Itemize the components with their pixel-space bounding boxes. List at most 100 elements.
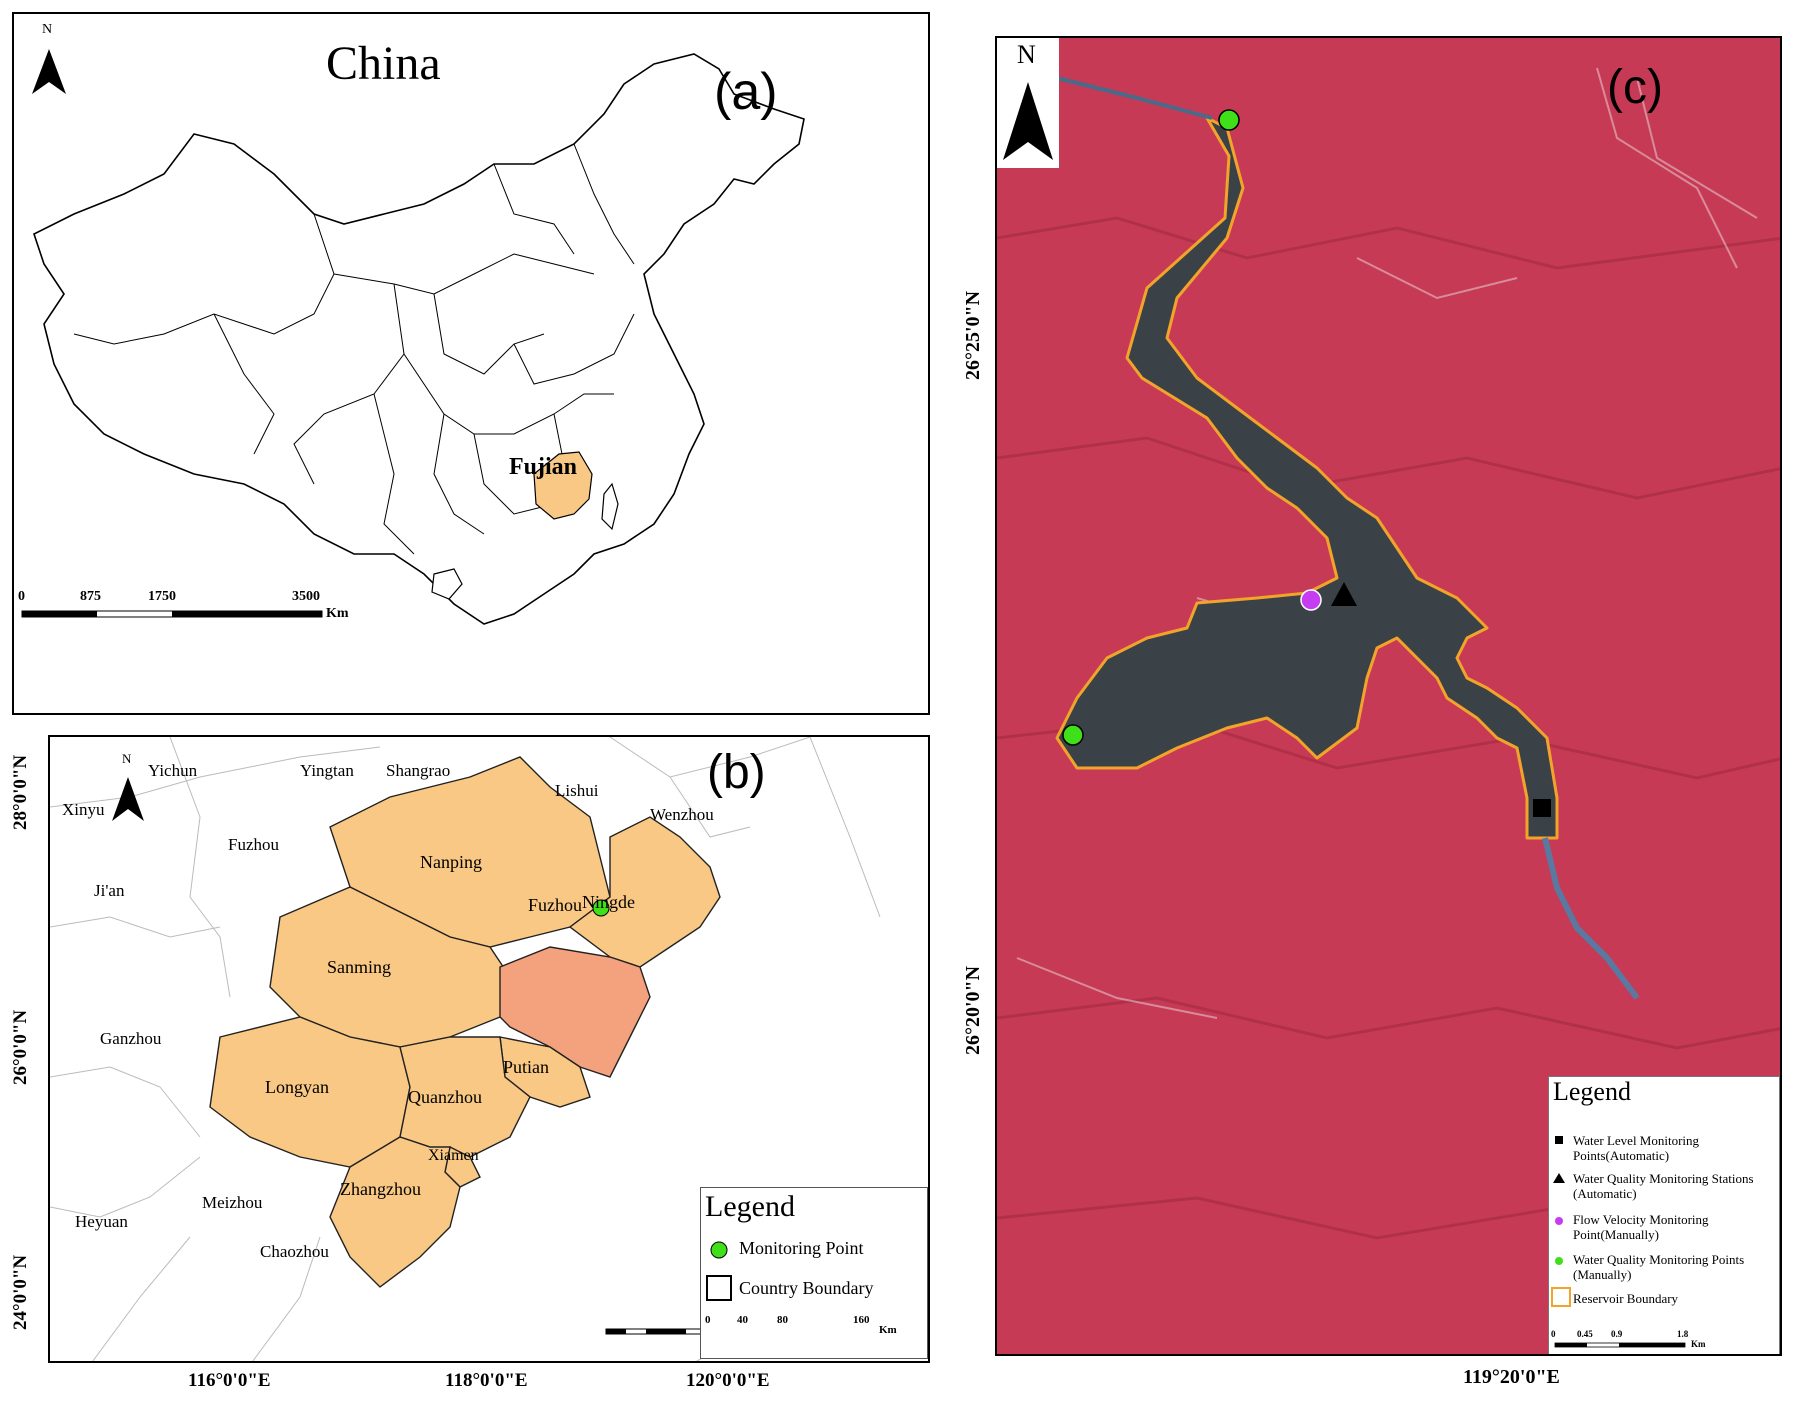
legend-c-black-triangle [1553, 1173, 1565, 1183]
scale-tick-b-0: 0 [705, 1314, 711, 1326]
city-label-yichun: Yichun [148, 761, 198, 780]
city-label-yingtan: Yingtan [300, 761, 354, 780]
reservoir-map-svg [997, 38, 1780, 1240]
city-label-shangrao: Shangrao [386, 761, 451, 780]
legend-c-item-reservoir-boundary: Reservoir Boundary [1573, 1291, 1679, 1306]
fujian-map-svg [50, 737, 891, 1361]
city-label-ningde: Ningde [582, 892, 635, 912]
city-label-heyuan: Heyuan [75, 1212, 128, 1231]
city-label-nanping: Nanping [420, 852, 482, 872]
monitoring-point-b [592, 899, 610, 917]
city-label-ganzhou: Ganzhou [100, 1029, 162, 1048]
scale-tick-a-1: 875 [80, 589, 101, 604]
scale-tick-a-0: 0 [18, 589, 25, 604]
scale-tick-c-3: 1.8 [1677, 1329, 1689, 1339]
map-title-china: China [326, 37, 441, 90]
water-quality-station [1331, 582, 1357, 606]
taiwan-island [601, 482, 619, 531]
north-arrow-c [1003, 82, 1053, 160]
legend-b-item-country-boundary: Country Boundary [739, 1278, 874, 1298]
legend-c-orange-outline [1551, 1287, 1571, 1307]
scale-tick-a-3: 3500 [292, 589, 320, 604]
river-downstream [1542, 837, 1640, 1000]
legend-b-title: Legend [705, 1190, 795, 1223]
fujian-province [533, 451, 593, 520]
lat-label-b-26: 26°0'0"N [10, 1009, 31, 1085]
legend-c-green-circle [1555, 1257, 1563, 1265]
panel-label-b: (b) [707, 746, 766, 799]
legend-c-item-quality-points: Water Quality Monitoring Points (Manuall… [1573, 1252, 1745, 1282]
reservoir-water [1055, 116, 1559, 840]
north-arrow-a [32, 49, 66, 94]
city-label-meizhou: Meizhou [202, 1193, 263, 1212]
city-label-xinyu: Xinyu [62, 800, 105, 819]
city-label-chaozhou: Chaozhou [260, 1242, 329, 1261]
lon-label-b-116: 116°0'0"E [188, 1370, 271, 1391]
lon-label-b-118: 118°0'0"E [445, 1370, 528, 1391]
city-label-sanming: Sanming [327, 957, 392, 977]
legend-c-title: Legend [1553, 1077, 1631, 1106]
scale-unit-a: Km [326, 606, 349, 621]
city-label-fuzhou-jiangxi: Fuzhou [228, 835, 279, 854]
city-label-zhangzhou: Zhangzhou [340, 1179, 421, 1199]
legend-c-item-quality-station: Water Quality Monitoring Stations (Autom… [1573, 1171, 1754, 1201]
quanzhou-area [399, 1036, 531, 1158]
panel-label-a: (a) [714, 63, 778, 121]
legend-c-black-square [1555, 1136, 1563, 1144]
water-level-point [1533, 799, 1551, 817]
north-arrow-b [112, 777, 144, 821]
china-outline [33, 53, 805, 625]
north-letter-b: N [122, 751, 132, 766]
city-label-jian: Ji'an [94, 881, 125, 900]
lat-label-b-28: 28°0'0"N [10, 754, 31, 830]
fuzhou-area [499, 946, 651, 1078]
legend-b-symbols [706, 1241, 732, 1301]
city-label-longyan: Longyan [265, 1077, 329, 1097]
panel-b-fujian-map: N (b) Nanping Ningde Sanming Fuzhou Puti… [48, 735, 930, 1363]
scale-tick-b-2: 80 [777, 1314, 788, 1326]
lon-label-b-120: 120°0'0"E [686, 1370, 770, 1391]
legend-c-item-flow-velocity: Flow Velocity Monitoring Point(Manually) [1573, 1212, 1709, 1242]
panel-label-c: (c) [1607, 61, 1663, 114]
scale-unit-b: Km [879, 1324, 897, 1336]
city-label-lishui: Lishui [555, 781, 599, 800]
legend-b: Legend Monitoring Point Country Boundary… [700, 1187, 928, 1359]
legend-c: Legend Water Level Monitoring Points(Aut… [1548, 1076, 1780, 1354]
city-label-putian: Putian [503, 1057, 550, 1077]
scale-tick-c-1: 0.45 [1577, 1329, 1593, 1339]
city-label-xiamen: Xiamen [428, 1147, 479, 1164]
lat-label-c-2625: 26°25'0"N [962, 290, 984, 380]
scale-unit-c: Km [1691, 1339, 1706, 1349]
city-label-quanzhou: Quanzhou [408, 1087, 482, 1107]
panel-a-china-map: N China (a) Fujian 0 875 1750 3500 Km [12, 12, 930, 715]
ningde-area [568, 816, 721, 968]
north-letter-c: N [1017, 40, 1036, 69]
scale-tick-a-2: 1750 [148, 589, 176, 604]
province-label-fujian: Fujian [509, 454, 578, 480]
lat-label-b-24: 24°0'0"N [10, 1254, 31, 1330]
city-label-fuzhou: Fuzhou [528, 895, 582, 915]
legend-c-symbols [1551, 1136, 1686, 1348]
zhangzhou-area [329, 1136, 461, 1288]
legend-b-green-circle [710, 1241, 728, 1259]
legend-b-square [706, 1275, 732, 1301]
legend-c-item-water-level: Water Level Monitoring Points(Automatic) [1573, 1133, 1700, 1163]
scale-tick-b-3: 160 [853, 1314, 870, 1326]
lat-label-c-2620: 26°20'0"N [962, 965, 984, 1055]
water-quality-point-north [1218, 109, 1240, 131]
river-upstream [1056, 76, 1213, 120]
city-label-wenzhou: Wenzhou [650, 805, 714, 824]
north-letter-a: N [42, 22, 53, 37]
panel-c-reservoir-image: N (c) Legend Water Level Monitoring Poin… [995, 36, 1782, 1356]
scale-tick-c-2: 0.9 [1611, 1329, 1623, 1339]
fujian-prefectures [209, 756, 721, 1288]
legend-c-magenta-circle [1555, 1217, 1563, 1225]
water-quality-point-west [1062, 724, 1084, 746]
lon-label-c: 119°20'0"E [1463, 1366, 1560, 1388]
flow-velocity-point [1300, 589, 1322, 611]
hainan-island [431, 568, 463, 600]
legend-b-item-monitoring-point: Monitoring Point [739, 1238, 864, 1258]
scale-tick-c-0: 0 [1551, 1329, 1556, 1339]
china-map-svg [21, 49, 805, 625]
scale-tick-b-1: 40 [737, 1314, 748, 1326]
